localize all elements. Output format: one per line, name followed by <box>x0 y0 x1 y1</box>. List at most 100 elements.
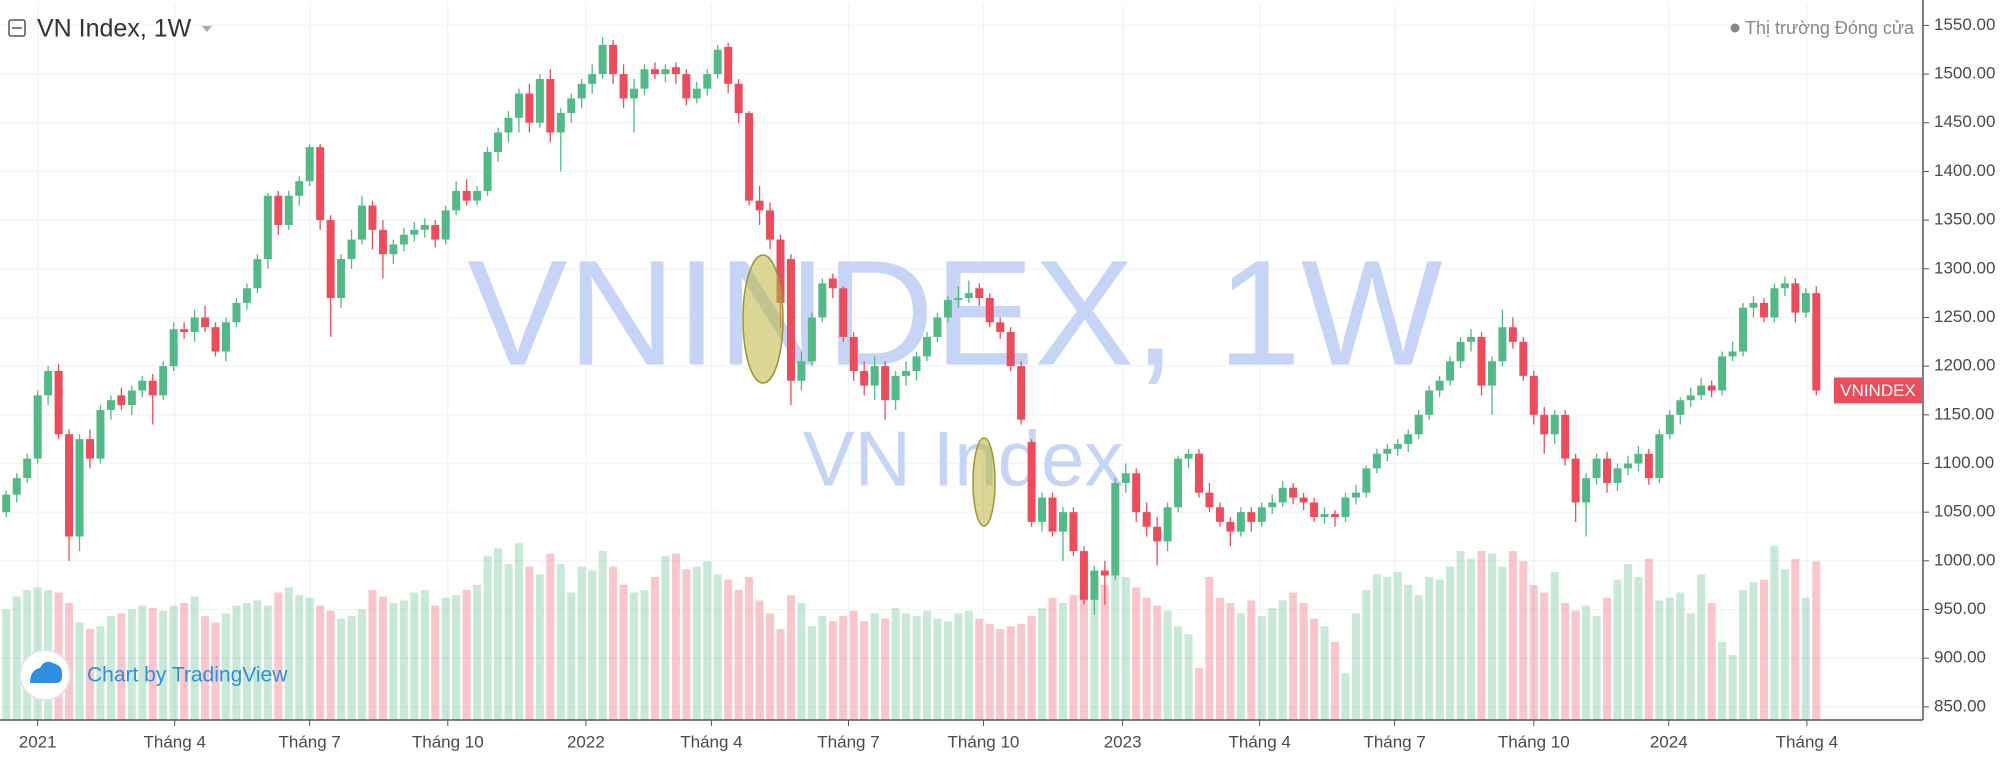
volume-bar <box>556 564 565 720</box>
volume-bar <box>358 609 367 720</box>
candle-body <box>337 259 346 298</box>
volume-layer <box>2 543 1821 720</box>
candle-body <box>1498 327 1507 362</box>
candle-body <box>870 366 879 386</box>
x-tick-label: 2023 <box>1104 732 1142 751</box>
volume-bar <box>1341 673 1350 720</box>
volume-bar <box>253 600 262 720</box>
volume-bar <box>609 566 618 720</box>
candle-body <box>1226 521 1235 532</box>
candle-body <box>1686 395 1695 401</box>
volume-bar <box>1069 595 1078 720</box>
candle-body <box>619 74 628 99</box>
candle-body <box>860 371 869 386</box>
volume-bar <box>1038 608 1047 720</box>
volume-bar <box>1665 597 1674 720</box>
y-tick-label: 1550.00 <box>1934 15 1995 34</box>
candle-body <box>1153 526 1162 542</box>
candle-body <box>828 278 837 289</box>
candle-body <box>1247 512 1256 522</box>
volume-bar <box>96 626 105 720</box>
volume-bar <box>1467 558 1476 720</box>
volume-bar <box>776 629 785 720</box>
candle-body <box>1058 512 1067 532</box>
candle-body <box>211 327 220 352</box>
y-tick-label: 900.00 <box>1934 648 1986 667</box>
candle-body <box>1707 385 1716 391</box>
collapse-icon[interactable] <box>8 19 26 37</box>
volume-bar <box>1550 571 1559 720</box>
volume-bar <box>912 616 921 720</box>
candle-body <box>1739 307 1748 352</box>
watermark-layer: VNINDEX, 1W VN Index <box>467 229 1443 503</box>
candle-body <box>1508 327 1517 342</box>
volume-bar <box>1780 569 1789 720</box>
volume-bar <box>630 592 639 720</box>
x-tick-label: 2022 <box>567 732 605 751</box>
candle-body <box>347 239 356 260</box>
candle-body <box>1090 570 1099 600</box>
x-tick-label: Tháng 4 <box>680 732 742 751</box>
volume-bar <box>1226 603 1235 720</box>
volume-bar <box>1707 603 1716 720</box>
volume-bar <box>1351 613 1360 720</box>
volume-bar <box>1634 577 1643 720</box>
candle-body <box>996 322 1005 333</box>
branding[interactable]: Chart by TradingView <box>19 649 288 701</box>
candle-body <box>263 195 272 260</box>
volume-bar <box>305 597 314 720</box>
status-dot <box>1730 23 1740 33</box>
volume-bar <box>1331 642 1340 720</box>
volume-bar <box>1289 592 1298 720</box>
volume-bar <box>1676 592 1685 720</box>
volume-bar <box>703 561 712 720</box>
candle-body <box>1341 497 1350 518</box>
candle-body <box>23 458 32 479</box>
candle-body <box>849 336 858 372</box>
candle-body <box>1623 463 1632 469</box>
highlight-ellipse <box>742 254 784 384</box>
volume-bar <box>1718 642 1727 720</box>
volume-bar <box>954 613 963 720</box>
candle-body <box>1331 514 1340 518</box>
volume-bar <box>504 564 513 720</box>
candle-body <box>169 329 178 367</box>
highlight-ellipse <box>972 437 996 527</box>
candle-body <box>368 205 377 230</box>
y-tick-label: 950.00 <box>1934 599 1986 618</box>
candle-body <box>1529 375 1538 415</box>
candle-body <box>902 371 911 376</box>
candle-body <box>755 200 764 211</box>
axes: 850.00 900.00 950.00 1000.00 1050.00 1100.00 1… <box>19 15 1996 752</box>
volume-bar <box>316 605 325 720</box>
candle-body <box>745 113 754 201</box>
volume-bar <box>766 613 775 720</box>
candle-body <box>776 239 785 303</box>
volume-bar <box>368 590 377 720</box>
volume-bar <box>1278 600 1287 720</box>
volume-bar <box>640 590 649 720</box>
volume-bar <box>745 577 754 720</box>
volume-bar <box>12 596 21 720</box>
candle-body <box>1393 444 1402 449</box>
branding-text[interactable]: Chart by TradingView <box>87 664 288 687</box>
candle-body <box>1257 507 1266 522</box>
volume-bar <box>242 603 251 720</box>
candle-body <box>284 195 293 225</box>
volume-bar <box>1435 579 1444 720</box>
title-caret[interactable] <box>202 26 212 32</box>
volume-bar <box>295 595 304 720</box>
volume-bar <box>1079 579 1088 720</box>
candle-body <box>598 44 607 75</box>
candle-body <box>295 181 304 196</box>
volume-bar <box>1236 613 1245 720</box>
candle-body <box>1372 453 1381 469</box>
candle-body <box>1006 332 1015 367</box>
volume-bar <box>849 610 858 720</box>
candle-body <box>1310 502 1319 518</box>
candle-body <box>577 83 586 99</box>
volume-bar <box>1247 600 1256 720</box>
candle-body <box>1383 448 1392 454</box>
